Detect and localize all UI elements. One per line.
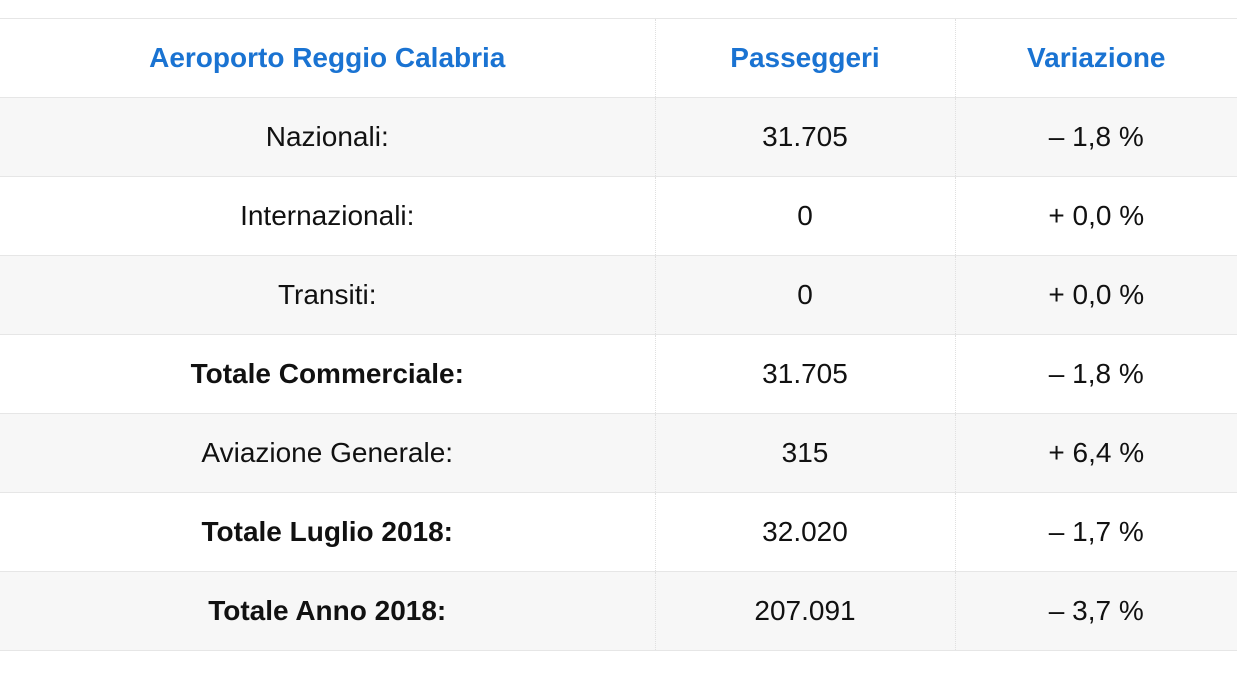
cell: + 0,0 % (954, 176, 1237, 256)
cell: 31.705 (654, 334, 955, 414)
cell: – 1,8 % (954, 97, 1237, 177)
cell: 31.705 (654, 97, 955, 177)
cell: + 6,4 % (954, 413, 1237, 493)
cell: – 1,7 % (954, 492, 1237, 572)
cell: 0 (654, 255, 955, 335)
cell: Aviazione Generale: (0, 413, 655, 493)
header-row: Aeroporto Reggio Calabria Passeggeri Var… (0, 18, 1237, 98)
cell: 0 (654, 176, 955, 256)
cell: 32.020 (654, 492, 955, 572)
cell: Totale Commerciale: (0, 334, 655, 414)
cell: 207.091 (654, 571, 955, 651)
row: Totale Commerciale: 31.705 – 1,8 % (0, 334, 1237, 414)
cell: Nazionali: (0, 97, 655, 177)
row: Nazionali: 31.705 – 1,8 % (0, 97, 1237, 177)
cell: 315 (654, 413, 955, 493)
cell: Totale Anno 2018: (0, 571, 655, 651)
cell: + 0,0 % (954, 255, 1237, 335)
cell: Totale Luglio 2018: (0, 492, 655, 572)
row: Totale Luglio 2018: 32.020 – 1,7 % (0, 492, 1237, 572)
cell: – 1,8 % (954, 334, 1237, 414)
header-cell: Aeroporto Reggio Calabria (0, 18, 655, 98)
cell: – 3,7 % (954, 571, 1237, 651)
header-cell: Variazione (954, 18, 1237, 98)
cell: Transiti: (0, 255, 655, 335)
row: Aviazione Generale: 315 + 6,4 % (0, 413, 1237, 493)
row: Internazionali: 0 + 0,0 % (0, 176, 1237, 256)
row: Transiti: 0 + 0,0 % (0, 255, 1237, 335)
traffic-table: Aeroporto Reggio Calabria Passeggeri Var… (0, 18, 1237, 651)
row: Totale Anno 2018: 207.091 – 3,7 % (0, 571, 1237, 651)
header-cell: Passeggeri (654, 18, 955, 98)
cell: Internazionali: (0, 176, 655, 256)
